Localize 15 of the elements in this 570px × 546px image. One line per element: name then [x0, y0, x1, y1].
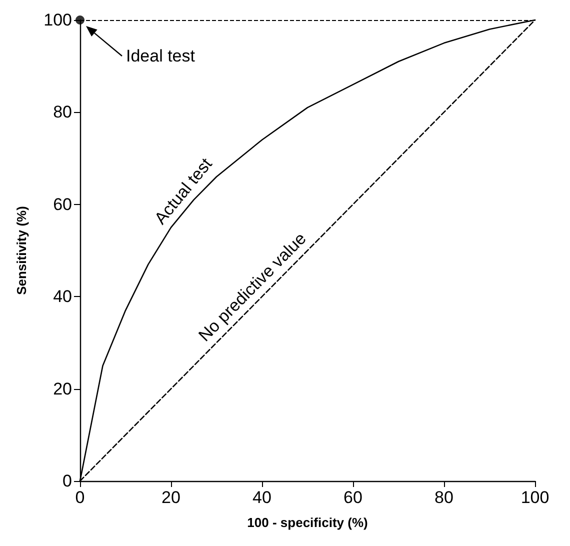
x-tick-label: 0 — [75, 488, 85, 507]
y-tick-label: 60 — [53, 194, 72, 214]
y-tick-label: 80 — [53, 102, 72, 122]
y-axis-title: Sensitivity (%) — [14, 206, 29, 295]
x-tick-label: 80 — [434, 488, 454, 507]
y-tick-label: 20 — [53, 379, 72, 398]
y-tick-label: 0 — [62, 472, 72, 490]
x-tick-label: 20 — [162, 488, 180, 507]
x-tick-label: 100 — [520, 488, 550, 507]
y-tick-label: 100 — [44, 10, 72, 30]
x-tick-label: 40 — [252, 488, 272, 507]
annotation: Ideal test — [126, 46, 196, 66]
x-axis-title: 100 - specificity (%) — [247, 515, 368, 530]
x-tick-label: 60 — [344, 488, 362, 507]
y-tick-label: 40 — [53, 287, 72, 306]
